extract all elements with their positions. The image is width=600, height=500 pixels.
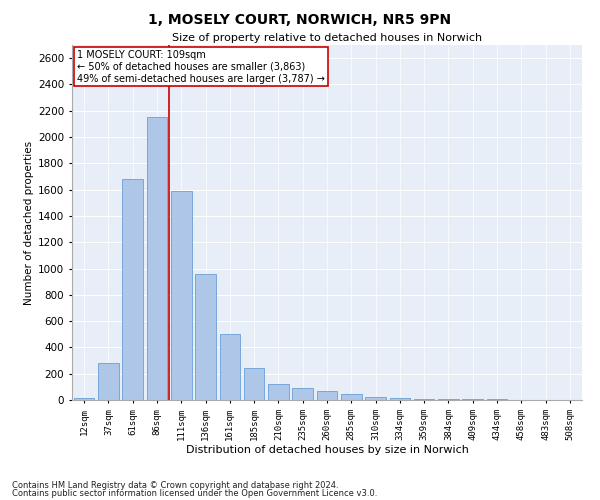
Text: Contains HM Land Registry data © Crown copyright and database right 2024.: Contains HM Land Registry data © Crown c… [12,480,338,490]
Bar [438,399,459,400]
Bar [98,363,119,400]
Bar [365,396,386,400]
Bar [195,274,216,400]
Bar [414,398,434,400]
Bar [341,394,362,400]
Bar [389,398,410,400]
Text: 1 MOSELY COURT: 109sqm
← 50% of detached houses are smaller (3,863)
49% of semi-: 1 MOSELY COURT: 109sqm ← 50% of detached… [77,50,325,84]
Bar [171,191,191,400]
X-axis label: Distribution of detached houses by size in Norwich: Distribution of detached houses by size … [185,446,469,456]
Bar [268,384,289,400]
Text: 1, MOSELY COURT, NORWICH, NR5 9PN: 1, MOSELY COURT, NORWICH, NR5 9PN [148,12,452,26]
Bar [74,398,94,400]
Bar [146,118,167,400]
Y-axis label: Number of detached properties: Number of detached properties [24,140,34,304]
Bar [463,399,483,400]
Bar [317,392,337,400]
Bar [244,368,265,400]
Bar [220,334,240,400]
Bar [292,388,313,400]
Title: Size of property relative to detached houses in Norwich: Size of property relative to detached ho… [172,33,482,43]
Bar [122,179,143,400]
Text: Contains public sector information licensed under the Open Government Licence v3: Contains public sector information licen… [12,489,377,498]
